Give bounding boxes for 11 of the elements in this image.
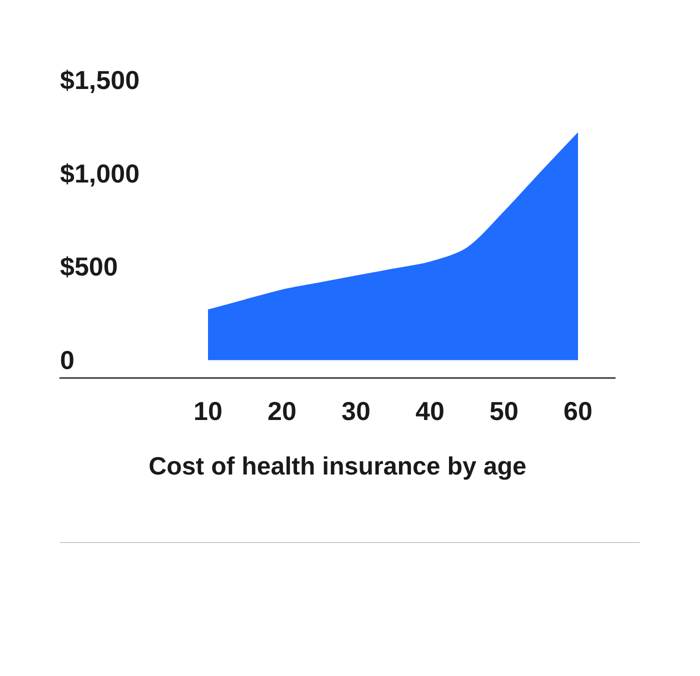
y-tick-label: $500: [60, 252, 118, 282]
y-tick-label: 0: [60, 345, 74, 376]
y-tick-label: $1,000: [60, 158, 140, 188]
x-tick-label: 20: [268, 396, 296, 426]
x-tick-label: 40: [416, 396, 444, 426]
x-axis-title: Cost of health insurance by age: [148, 452, 527, 480]
x-tick-label: 60: [564, 396, 592, 426]
x-tick-label: 30: [342, 396, 370, 426]
y-tick-label: $1,500: [60, 65, 140, 95]
x-tick-label: 50: [490, 396, 518, 426]
x-tick-label: 10: [194, 396, 222, 426]
